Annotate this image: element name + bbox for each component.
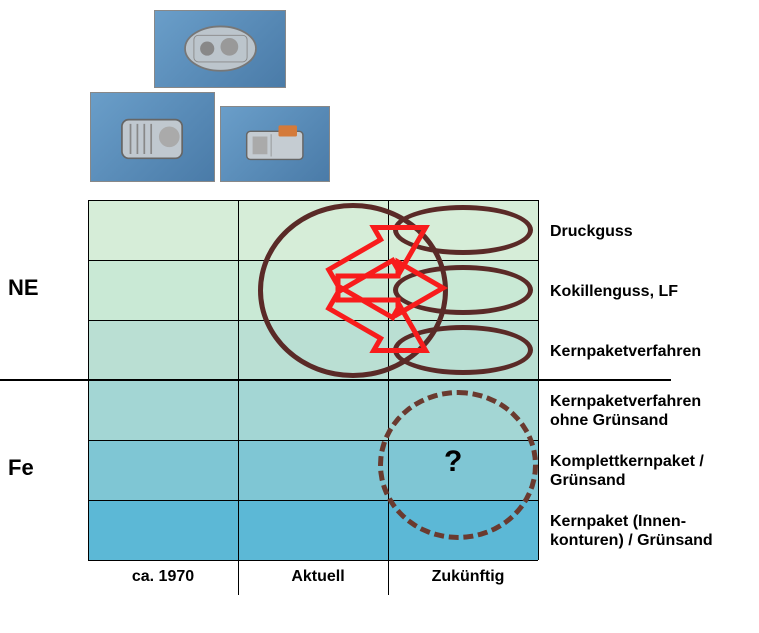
arrow-1 <box>378 255 379 256</box>
process-label-4: Kernpaketverfahren ohne Grünsand <box>550 392 730 430</box>
process-label-1: Druckguss <box>550 222 730 241</box>
photo-top <box>154 10 286 88</box>
casting-matrix: ? NE Fe Druckguss Kokillenguss, LF Kernp… <box>88 200 728 595</box>
gridline-h6 <box>88 560 538 561</box>
question-mark: ? <box>444 445 462 479</box>
gridline-h0 <box>88 200 538 201</box>
process-label-5: Komplettkernpaket / Grünsand <box>550 452 730 490</box>
gridline-v1 <box>238 200 239 595</box>
gridline-h3-thick <box>0 379 671 381</box>
process-label-2: Kokillenguss, LF <box>550 282 730 301</box>
col-label-3: Zukünftig <box>418 568 518 586</box>
arrow-3 <box>378 323 379 324</box>
photo-left <box>90 92 215 182</box>
col-label-1: ca. 1970 <box>118 568 208 586</box>
product-photos <box>90 10 330 185</box>
gridline-v0 <box>88 200 89 560</box>
row-label-fe: Fe <box>8 455 34 481</box>
row-label-ne: NE <box>8 275 39 301</box>
process-label-6: Kernpaket (Innen-konturen) / Grünsand <box>550 512 730 550</box>
gridline-v3 <box>538 200 539 560</box>
process-label-3: Kernpaketverfahren <box>550 342 730 361</box>
photo-right <box>220 106 330 182</box>
col-label-2: Aktuell <box>278 568 358 586</box>
arrow-2 <box>388 288 389 289</box>
